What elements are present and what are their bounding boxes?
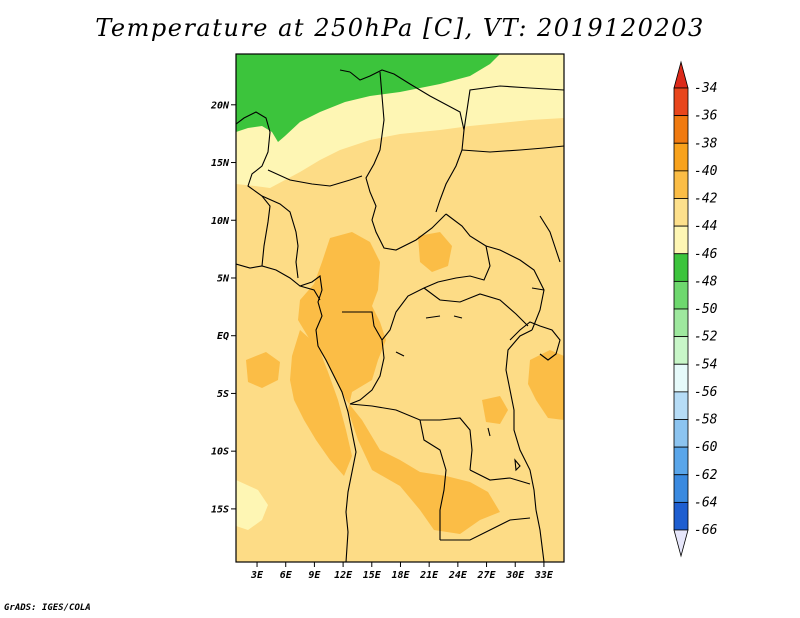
lon-tick-label: 33E [534,570,554,581]
colorbar-segment [673,474,689,503]
colorbar-label: -34 [694,81,717,96]
colorbar-segment [673,419,689,448]
colorbar-label: -56 [694,385,718,400]
lat-tick-label: EQ [217,331,229,342]
warm-patch-east [528,350,564,420]
colorbar-label: -60 [694,440,718,455]
colorbar-label: -38 [694,136,718,151]
lon-tick-label: 6E [280,570,293,581]
colorbar-segment [673,170,689,199]
colorbar-label: -46 [694,247,718,262]
colorbar-segment [673,280,689,310]
warm-patch-center [418,232,452,272]
country-borders [236,69,564,562]
warm-patch-west [246,352,280,388]
lat-tick-label: 15N [211,158,230,169]
colorbar-label: -50 [694,302,718,317]
colorbar-label: -54 [694,357,717,372]
lon-tick-label: 3E [250,570,264,581]
warm-patch-center-south [482,396,508,424]
colorbar-segment [673,198,689,227]
lon-tick-label: 21E [419,570,439,581]
lon-tick-label: 9E [308,570,321,581]
colorbar-segment [673,308,689,338]
colorbar-label: -66 [694,523,718,538]
lat-tick-label: 5S [217,389,229,400]
colorbar-label: -62 [694,468,718,483]
colorbar-top-arrow [673,60,689,89]
colorbar-segment [673,446,689,476]
warm-region-coast [298,232,500,534]
cold-region-north [236,54,500,142]
longitude-axis: 3E 6E 9E 12E 15E 18E 21E 24E 27E 30E 33E [250,562,554,581]
colorbar-bottom-arrow [673,529,689,558]
colorbar-segment [673,336,689,365]
warm-region-gabon [290,330,352,476]
lat-tick-label: 10S [211,447,229,458]
latitude-axis: 20N 15N 10N 5N EQ 5S 10S 15S [210,100,236,515]
colorbar-label: -48 [694,274,718,289]
colorbar-label: -44 [694,219,717,234]
colorbar-segment [673,391,689,420]
colorbar-segment [673,501,689,531]
colorbar-label: -36 [694,109,718,124]
colorbar: -34 -36 -38 -40 -42 -44 -46 -48 -50 -52 -54 -56 -58 -… [673,60,718,558]
colorbar-segment [673,142,689,172]
colorbar-label: -64 [694,495,717,510]
lon-tick-label: 30E [505,570,525,581]
colorbar-segment [673,225,689,255]
colorbar-segment [673,363,689,393]
lon-tick-label: 24E [448,570,468,581]
lon-tick-label: 18E [391,570,410,581]
credit-text: GrADS: IGES/COLA [4,603,91,613]
lon-tick-label: 27E [477,570,497,581]
cool-patch-southwest [236,480,268,530]
lon-tick-label: 12E [334,570,353,581]
colorbar-segment [673,115,689,144]
temperature-field [236,54,564,562]
colorbar-segment [673,87,689,117]
colorbar-segment [673,253,689,282]
colorbar-label: -42 [694,192,718,207]
colorbar-label: -40 [694,164,718,179]
lon-tick-label: 15E [363,570,382,581]
lat-tick-label: 20N [210,100,230,111]
map-title: Temperature at 250hPa [C], VT: 201912020… [95,14,705,42]
lat-tick-label: 10N [211,216,230,227]
colorbar-label: -52 [694,330,718,345]
colorbar-label: -58 [694,413,718,428]
lat-tick-label: 15S [211,504,229,515]
lat-tick-label: 5N [217,273,230,284]
